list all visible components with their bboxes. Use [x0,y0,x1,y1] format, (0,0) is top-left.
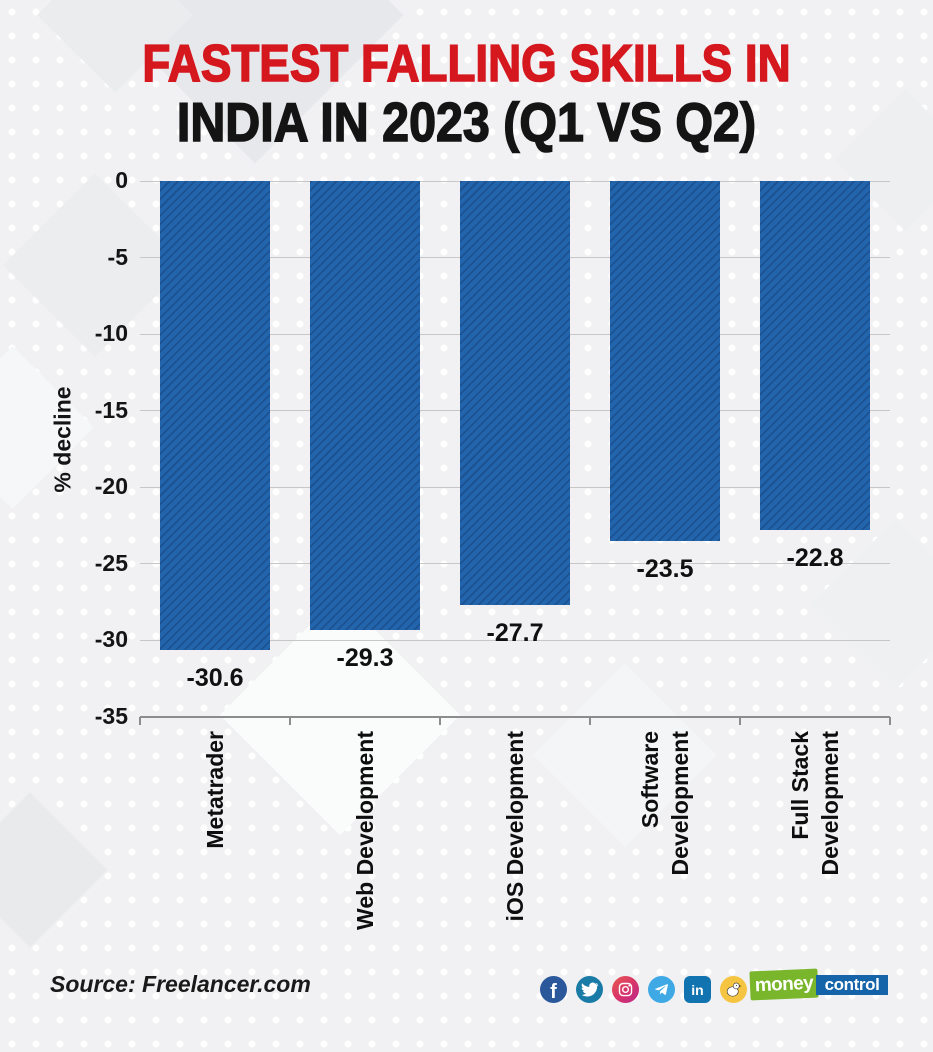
y-tick-label: 0 [115,167,128,193]
y-tick-label: -20 [94,473,128,500]
axis-tick [289,717,291,725]
y-tick-label: -25 [94,549,128,576]
title-line-1: FASTEST FALLING SKILLS IN [142,35,792,93]
moneycontrol-logo[interactable]: money control [749,968,890,1002]
gridline [140,639,890,641]
y-tick-label: -5 [107,243,128,270]
y-tick-label: -30 [94,626,128,653]
y-tick-label: -10 [94,320,128,347]
x-axis-label: iOS Development [502,731,528,922]
twitter-icon[interactable] [576,976,603,1003]
chart-title: FASTEST FALLING SKILLS IN INDIA IN 2023 … [0,35,933,153]
koo-icon[interactable] [720,976,747,1003]
axis-tick [589,717,591,725]
x-axis-label: Software Development [637,731,693,876]
axis-tick [439,717,441,725]
y-tick-label: -35 [94,703,128,729]
bar-4 [610,181,720,541]
axis-tick [889,717,891,725]
x-axis-label: Metatrader [202,731,228,849]
telegram-icon[interactable] [648,976,675,1003]
y-tick-label: -15 [94,396,128,423]
bar-5 [760,181,870,531]
axis-tick [139,717,141,725]
instagram-icon[interactable] [612,976,639,1003]
source-label: Source: Freelancer.com [50,971,311,997]
gridline [140,716,890,718]
facebook-icon[interactable]: f [540,976,567,1003]
bar-value-label: -29.3 [336,643,394,672]
title-line-2: INDIA IN 2023 (Q1 VS Q2) [176,91,757,153]
bar-2 [310,181,420,630]
linkedin-icon[interactable]: in [684,976,711,1003]
moneycontrol-control: control [816,975,888,995]
bar-value-label: -23.5 [636,554,694,583]
axis-tick [739,717,741,725]
x-axis-label: Web Development [352,731,378,930]
x-axis-label: Full Stack Development [787,731,843,876]
bar-value-label: -30.6 [186,663,244,692]
social-icons: f in [540,976,747,1003]
moneycontrol-money: money [749,968,819,1001]
bar-3 [460,181,570,606]
bar-value-label: -22.8 [786,544,844,573]
bar-value-label: -27.7 [486,619,544,648]
bar-1 [160,181,270,650]
